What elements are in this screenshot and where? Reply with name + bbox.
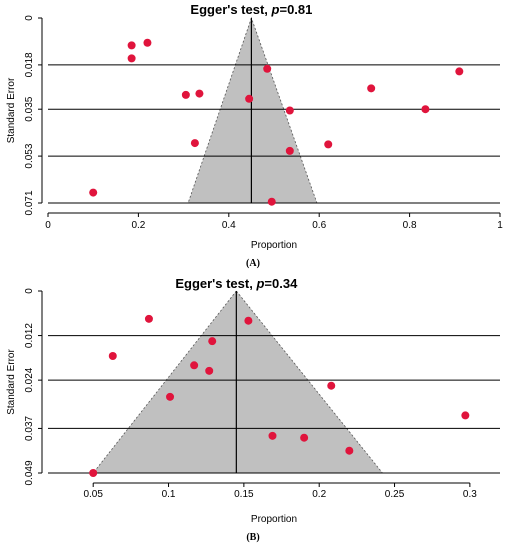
- data-point: [285, 106, 294, 115]
- x-tick-label: 0.2: [312, 489, 326, 500]
- y-tick-label: 0.018: [24, 52, 35, 77]
- y-tick-label: 0.024: [24, 367, 35, 392]
- funnel-region: [187, 16, 318, 204]
- chart-title: Egger's test, p=0.34: [175, 276, 298, 291]
- data-point: [300, 433, 309, 442]
- x-tick-label: 0.8: [403, 220, 417, 231]
- x-axis-label: Proportion: [251, 514, 297, 525]
- data-point: [268, 431, 277, 440]
- y-axis-label: Standard Error: [6, 77, 17, 143]
- data-point: [461, 411, 470, 420]
- data-point: [195, 89, 204, 98]
- data-point: [285, 146, 294, 155]
- data-point: [205, 366, 214, 375]
- x-tick-label: 0.2: [131, 220, 145, 231]
- y-tick-label: 0.037: [24, 415, 35, 440]
- panel-label: (A): [246, 258, 260, 269]
- y-tick-label: 0.012: [24, 323, 35, 348]
- data-point: [143, 38, 152, 47]
- data-point: [245, 94, 254, 103]
- data-point: [144, 314, 153, 323]
- data-point: [244, 316, 253, 325]
- data-point: [108, 352, 117, 360]
- data-point: [190, 361, 199, 370]
- x-axis-label: Proportion: [251, 240, 297, 251]
- chart-panel-a: 0 0.018 0.035 0.053 0.071 0 0.2 0.4 0.6 0.8 1 Propo…: [6, 2, 503, 269]
- data-point: [127, 54, 136, 63]
- y-tick-label: 0.035: [24, 96, 35, 121]
- data-point: [455, 67, 464, 76]
- x-tick-label: 0.25: [385, 489, 405, 500]
- x-tick-label: 0.4: [222, 220, 236, 231]
- y-tick-label: 0.071: [24, 190, 35, 215]
- data-point: [367, 84, 376, 93]
- x-tick-label: 0.05: [83, 489, 103, 500]
- y-tick-label: 0: [24, 15, 35, 21]
- data-point: [166, 392, 175, 401]
- data-point: [89, 188, 98, 197]
- data-point: [421, 105, 430, 114]
- x-tick-label: 0.3: [463, 489, 477, 500]
- chart-title: Egger's test, p=0.81: [190, 2, 312, 17]
- data-point: [327, 381, 336, 390]
- data-point: [324, 140, 333, 149]
- data-point: [208, 337, 217, 346]
- panel-label: (B): [246, 532, 259, 543]
- x-tick-label: 1: [497, 220, 503, 231]
- y-tick-label: 0.049: [24, 460, 35, 485]
- x-tick-label: 0.15: [234, 489, 254, 500]
- x-tick-label: 0: [45, 220, 51, 231]
- chart-panel-b: 0 0.012 0.024 0.037 0.049 0.05 0.1 0.15 0.2 0.25 0…: [6, 276, 500, 543]
- data-point: [89, 469, 98, 477]
- x-tick-label: 0.1: [162, 489, 176, 500]
- data-point: [181, 90, 190, 99]
- x-tick-label: 0.6: [312, 220, 326, 231]
- y-tick-label: 0: [24, 288, 35, 294]
- data-point: [127, 41, 136, 50]
- data-point: [345, 446, 354, 455]
- data-point: [263, 64, 272, 73]
- funnel-region: [92, 290, 384, 474]
- y-axis-label: Standard Error: [6, 349, 17, 415]
- data-point: [267, 197, 276, 206]
- y-tick-label: 0.053: [24, 143, 35, 168]
- data-point: [190, 139, 199, 148]
